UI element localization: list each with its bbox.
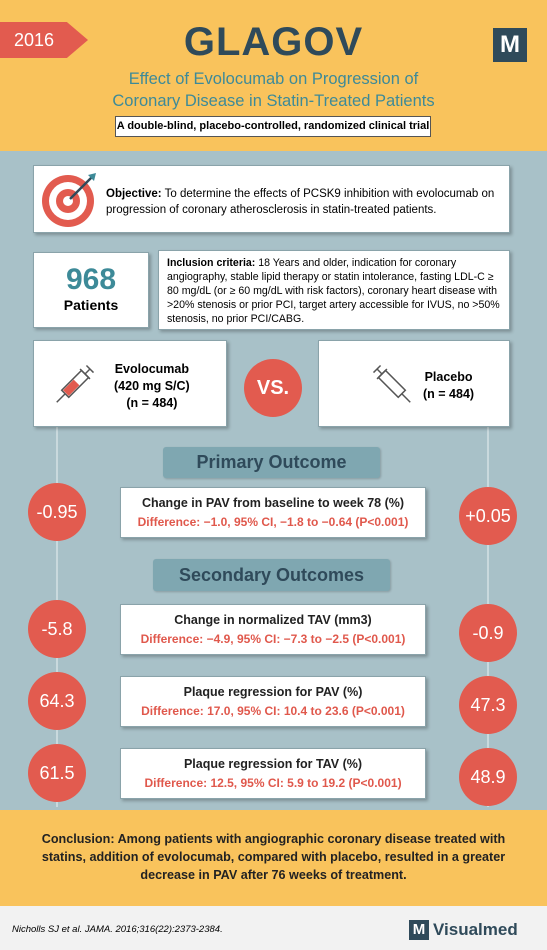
arm-detail: (n = 484) — [423, 387, 475, 401]
syringe-icon — [56, 364, 95, 403]
title: GLAGOV — [183, 20, 364, 64]
placebo-value: -0.9 — [459, 604, 517, 662]
outcome-difference: Difference: −4.9, 95% CI: −7.3 to −2.5 (… — [140, 632, 406, 646]
conclusion-text: Among patients with angiographic coronar… — [41, 832, 506, 882]
footer-logo: M — [409, 920, 429, 940]
arm-detail: (420 mg S/C) — [114, 379, 190, 393]
arm-detail: (n = 484) — [126, 396, 178, 410]
outcome-difference: Difference: −1.0, 95% CI, −1.8 to −0.64 … — [137, 515, 409, 529]
arm-box: Placebo (n = 484) — [318, 340, 510, 427]
objective: Objective: To determine the effects of P… — [106, 186, 501, 218]
secondary-heading: Secondary Outcomes — [153, 559, 390, 591]
outcome-title: Plaque regression for TAV (%) — [183, 757, 363, 771]
patients-box: 968 Patients — [33, 252, 149, 328]
primary-heading: Primary Outcome — [163, 447, 380, 478]
arm-name: Placebo — [424, 370, 473, 384]
evolocumab-value: -5.8 — [28, 600, 86, 658]
subtitle-line: Coronary Disease in Statin-Treated Patie… — [112, 92, 435, 110]
objective-text: To determine the effects of PCSK9 inhibi… — [106, 188, 495, 216]
subtitle: Effect of Evolocumab on Progression of C… — [0, 68, 547, 112]
evolocumab-value: 61.5 — [28, 744, 86, 802]
syringe-icon — [372, 364, 411, 403]
outcome-box: Plaque regression for TAV (%) Difference:… — [120, 748, 426, 799]
evolocumab-value: -0.95 — [28, 483, 86, 541]
objective-label: Objective: — [106, 188, 162, 200]
year-tag: 2016 — [0, 22, 88, 58]
citation: Nicholls SJ et al. JAMA. 2016;316(22):23… — [12, 924, 223, 935]
design: A double-blind, placebo-controlled, rand… — [115, 116, 431, 137]
footer: Nicholls SJ et al. JAMA. 2016;316(22):23… — [0, 906, 547, 950]
vs: VS. — [244, 359, 302, 417]
conclusion-label: Conclusion: — [41, 832, 115, 846]
outcome-box: Change in normalized TAV (mm3) Difference… — [120, 604, 426, 655]
inclusion-text: 18 Years and older, indication for coron… — [167, 257, 500, 325]
logo: M — [493, 28, 527, 62]
outcome-difference: Difference: 17.0, 95% CI: 10.4 to 23.6 (… — [141, 704, 405, 718]
placebo-value: 47.3 — [459, 676, 517, 734]
placebo-value: 48.9 — [459, 748, 517, 806]
conclusion: Conclusion: Among patients with angiogra… — [0, 810, 547, 906]
outcome-box: Change in PAV from baseline to week 78 (… — [120, 487, 426, 538]
arm-name: Evolocumab — [114, 362, 190, 376]
arm: Placebo (n = 484) — [423, 369, 474, 403]
outcome-difference: Difference: 12.5, 95% CI: 5.9 to 19.2 (P… — [144, 776, 402, 790]
inclusion-box: Inclusion criteria: 18 Years and older, … — [158, 250, 510, 330]
patient-label: Patients — [63, 297, 119, 313]
patient-count: 968 — [65, 263, 117, 296]
subtitle-line: Effect of Evolocumab on Progression of — [128, 70, 419, 88]
outcome-title: Plaque regression for PAV (%) — [183, 685, 363, 699]
outcome-title: Change in normalized TAV (mm3) — [174, 613, 372, 627]
outcome-box: Plaque regression for PAV (%) Difference:… — [120, 676, 426, 727]
evolocumab-value: 64.3 — [28, 672, 86, 730]
inclusion-label: Inclusion criteria: — [167, 257, 256, 269]
outcome-title: Change in PAV from baseline to week 78 (… — [141, 496, 405, 510]
objective-box: Objective: To determine the effects of P… — [33, 165, 510, 233]
target-icon — [42, 173, 96, 227]
arm: Evolocumab (420 mg S/C) (n = 484) — [114, 361, 190, 412]
placebo-value: +0.05 — [459, 487, 517, 545]
brand: Visualmed — [433, 920, 518, 939]
arm-box: Evolocumab (420 mg S/C) (n = 484) — [33, 340, 227, 427]
